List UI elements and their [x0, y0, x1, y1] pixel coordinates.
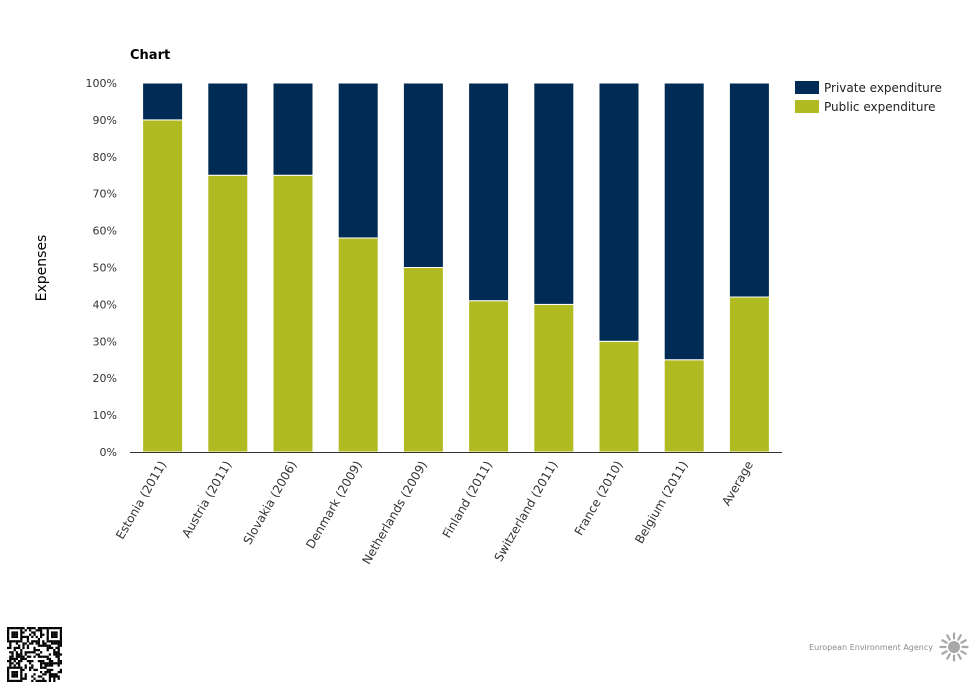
eea-brand-text: European Environment Agency — [809, 642, 933, 652]
bar-segment-public — [533, 303, 575, 453]
x-tick-label: Denmark (2009) — [303, 459, 365, 552]
bar-segment-private — [728, 82, 770, 298]
bar-segment-private — [142, 82, 184, 121]
x-tick-label: Netherlands (2009) — [359, 459, 430, 567]
y-tick-label: 70% — [93, 188, 117, 201]
x-tick-label: Slovakia (2006) — [240, 459, 299, 548]
qr-code-icon — [7, 627, 62, 682]
y-axis-ticks: 0% 10% 20% 30% 40% 50% 60% 70% 80% 90% 100% — [86, 77, 117, 459]
bar-segment-public — [402, 267, 444, 453]
legend-swatch — [795, 81, 819, 94]
bar-segment-public — [207, 174, 249, 453]
bar-segment-public — [337, 237, 379, 453]
y-tick-label: 40% — [93, 298, 117, 311]
x-tick-label: Estonia (2011) — [113, 459, 169, 542]
bar-segment-public — [598, 340, 640, 453]
bar-segment-private — [402, 82, 444, 268]
x-tick-label: Belgium (2011) — [632, 459, 691, 546]
bar-segment-private — [663, 82, 705, 361]
bar-segment-public — [142, 119, 184, 453]
y-tick-label: 10% — [93, 409, 117, 422]
y-axis-label: Expenses — [34, 235, 50, 302]
bar-segment-public — [728, 296, 770, 453]
y-axis-label-group: Expenses — [34, 235, 50, 302]
x-tick-label: France (2010) — [572, 459, 626, 538]
legend-swatch — [795, 100, 819, 113]
bar-segment-private — [533, 82, 575, 305]
bar-segment-private — [468, 82, 510, 302]
legend-label: Public expenditure — [824, 100, 936, 114]
legend: Private expenditure Public expenditure — [795, 81, 942, 114]
chart-title: Chart — [130, 48, 171, 63]
y-tick-label: 90% — [93, 114, 117, 127]
x-tick-label: Average — [719, 459, 756, 509]
y-tick-label: 100% — [86, 77, 117, 90]
bar-segment-private — [598, 82, 640, 342]
x-tick-label: Austria (2011) — [179, 459, 234, 541]
eea-logo-icon — [939, 632, 969, 662]
y-tick-label: 0% — [100, 446, 117, 459]
y-tick-label: 80% — [93, 151, 117, 164]
bar-segment-private — [272, 82, 314, 176]
bar-segment-public — [663, 359, 705, 453]
bar-segment-public — [468, 300, 510, 453]
x-tick-label: Switzerland (2011) — [491, 459, 560, 564]
bar-segment-private — [337, 82, 379, 239]
y-tick-label: 20% — [93, 372, 117, 385]
eea-brand: European Environment Agency — [809, 632, 969, 662]
x-tick-label: Finland (2011) — [440, 459, 495, 541]
legend-label: Private expenditure — [824, 81, 942, 95]
bars-group — [142, 82, 770, 453]
y-tick-label: 30% — [93, 335, 117, 348]
bar-segment-private — [207, 82, 249, 176]
bar-segment-public — [272, 174, 314, 453]
y-tick-label: 60% — [93, 225, 117, 238]
y-tick-label: 50% — [93, 262, 117, 275]
x-axis-ticks: Estonia (2011) Austria (2011) Slovakia (20… — [113, 459, 756, 567]
